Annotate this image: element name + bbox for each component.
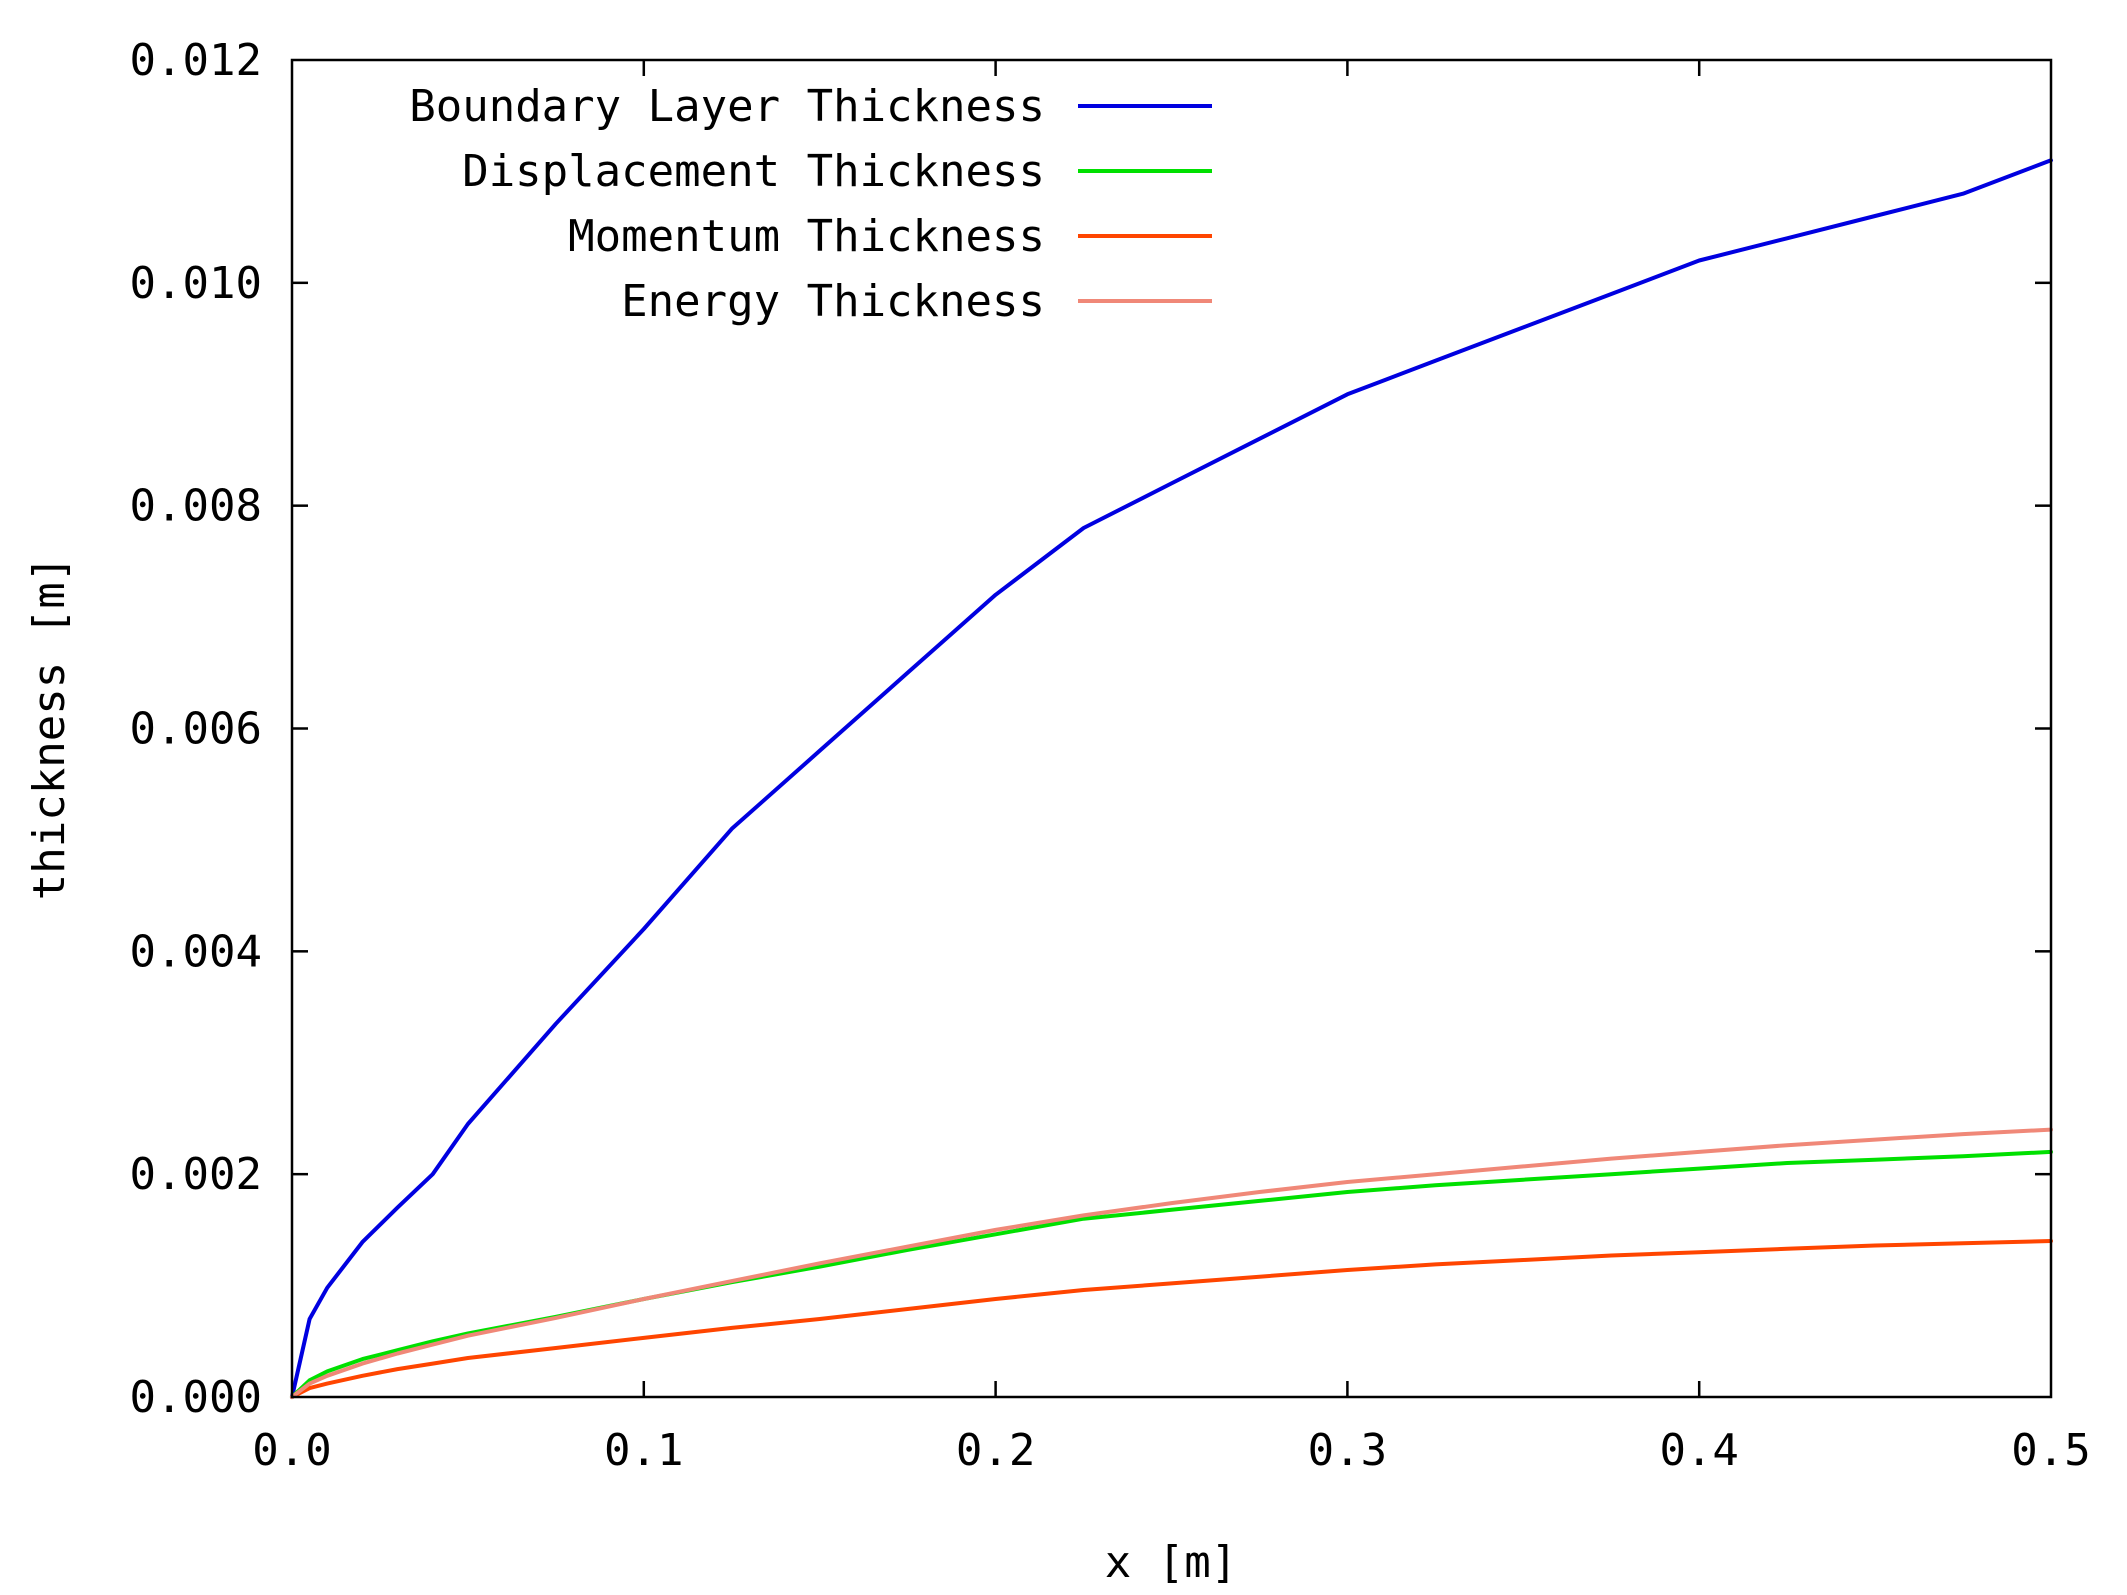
y-tick-label: 0.010 bbox=[130, 258, 262, 309]
plot-frame bbox=[290, 58, 2053, 1399]
x-tick-label: 0.0 bbox=[252, 1425, 331, 1476]
x-tick-label: 0.4 bbox=[1659, 1425, 1738, 1476]
y-tick-label: 0.002 bbox=[130, 1149, 262, 1200]
x-tick-label: 0.1 bbox=[604, 1425, 683, 1476]
series-layer bbox=[290, 158, 2053, 1399]
series-line-3 bbox=[290, 1239, 2053, 1399]
x-tick-label: 0.5 bbox=[2011, 1425, 2090, 1476]
y-tick-label: 0.012 bbox=[130, 35, 262, 86]
y-tick-label: 0.006 bbox=[130, 704, 262, 755]
legend-label: Energy Thickness bbox=[621, 276, 1045, 327]
legend-label: Displacement Thickness bbox=[462, 146, 1045, 197]
x-tick-label: 0.2 bbox=[956, 1425, 1035, 1476]
ticks-layer: 0.0 0.1 0.2 0.3 0.4 0.5 0.000 0.002 0.004 0.006 0.… bbox=[130, 35, 2091, 1476]
y-tick-label: 0.000 bbox=[130, 1372, 262, 1423]
legend: Boundary Layer Thickness Displacement Thi… bbox=[409, 81, 1212, 327]
series-line-1 bbox=[290, 158, 2053, 1399]
x-tick-label: 0.3 bbox=[1308, 1425, 1387, 1476]
legend-label: Momentum Thickness bbox=[568, 211, 1045, 262]
series-line-2 bbox=[290, 1149, 2053, 1399]
legend-label: Boundary Layer Thickness bbox=[409, 81, 1045, 132]
series-line-4 bbox=[290, 1127, 2053, 1399]
y-tick-label: 0.008 bbox=[130, 481, 262, 532]
y-tick-label: 0.004 bbox=[130, 926, 262, 977]
y-axis-title: thickness [m] bbox=[24, 556, 75, 900]
x-axis-title: x [m] bbox=[1105, 1537, 1237, 1588]
